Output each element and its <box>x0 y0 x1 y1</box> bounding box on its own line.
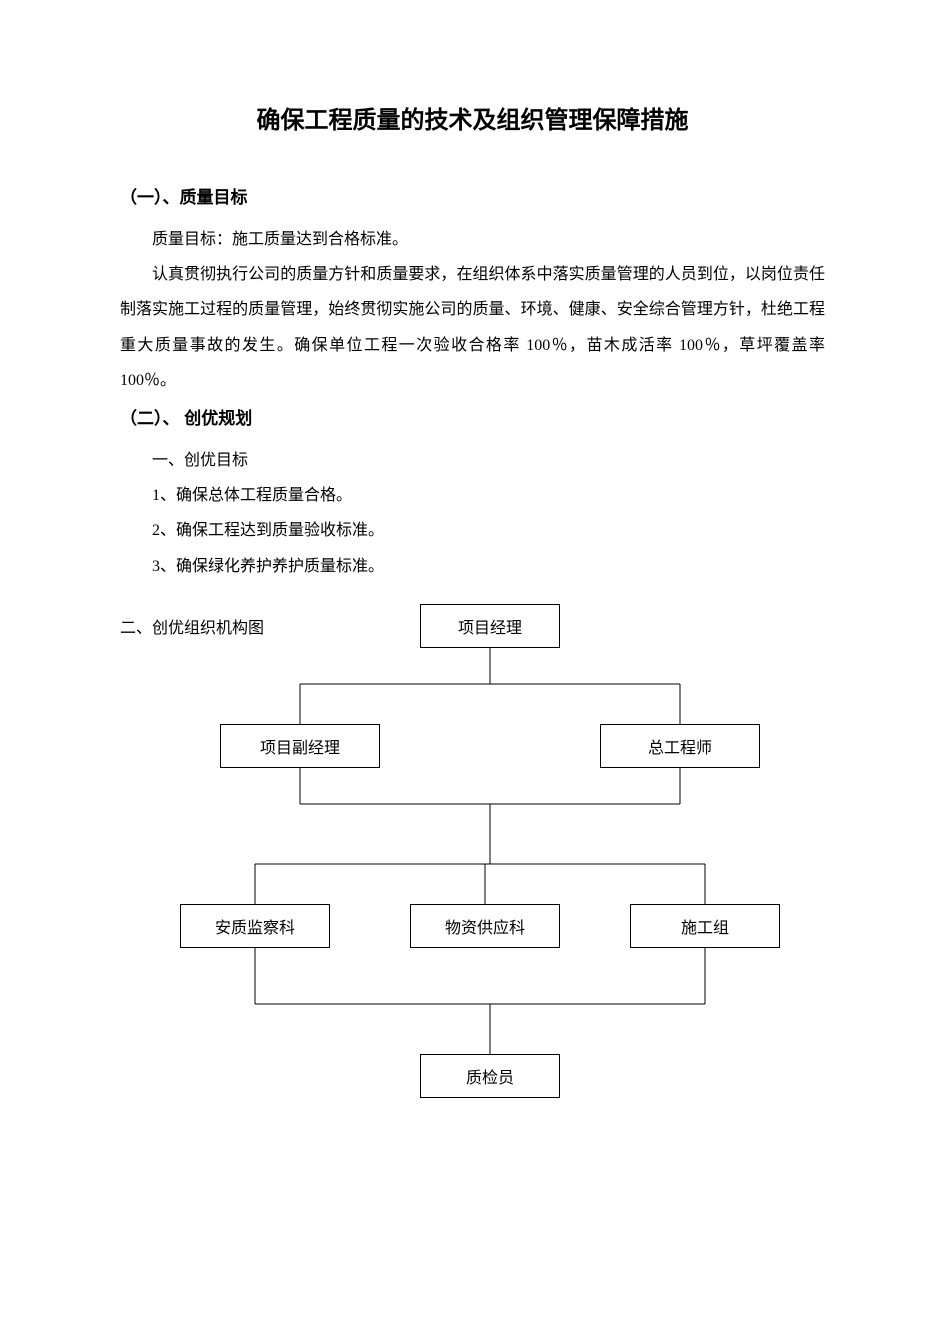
section2-item-1: 1、确保总体工程质量合格。 <box>120 478 825 513</box>
section2-item-2: 2、确保工程达到质量验收标准。 <box>120 513 825 548</box>
org-node-n5: 物资供应科 <box>410 904 560 948</box>
section1-p1: 质量目标：施工质量达到合格标准。 <box>120 222 825 257</box>
org-chart-connectors <box>120 604 820 1124</box>
section1-heading: （一）、质量目标 <box>120 183 825 208</box>
section2-item-3: 3、确保绿化养护养护质量标准。 <box>120 549 825 584</box>
org-chart: 项目经理项目副经理 总工程师安质监察科 物资供应科 施工组质检员 <box>120 604 820 1124</box>
org-node-n3: 总工程师 <box>600 724 760 768</box>
section2-heading: （二）、 创优规划 <box>120 404 825 429</box>
org-node-n1: 项目经理 <box>420 604 560 648</box>
section1-p2: 认真贯彻执行公司的质量方针和质量要求，在组织体系中落实质量管理的人员到位，以岗位… <box>120 257 825 398</box>
org-node-n2: 项目副经理 <box>220 724 380 768</box>
section2-sub1: 一、创优目标 <box>120 443 825 478</box>
org-node-n7: 质检员 <box>420 1054 560 1098</box>
org-node-n4: 安质监察科 <box>180 904 330 948</box>
org-node-n6: 施工组 <box>630 904 780 948</box>
page-title: 确保工程质量的技术及组织管理保障措施 <box>120 100 825 135</box>
